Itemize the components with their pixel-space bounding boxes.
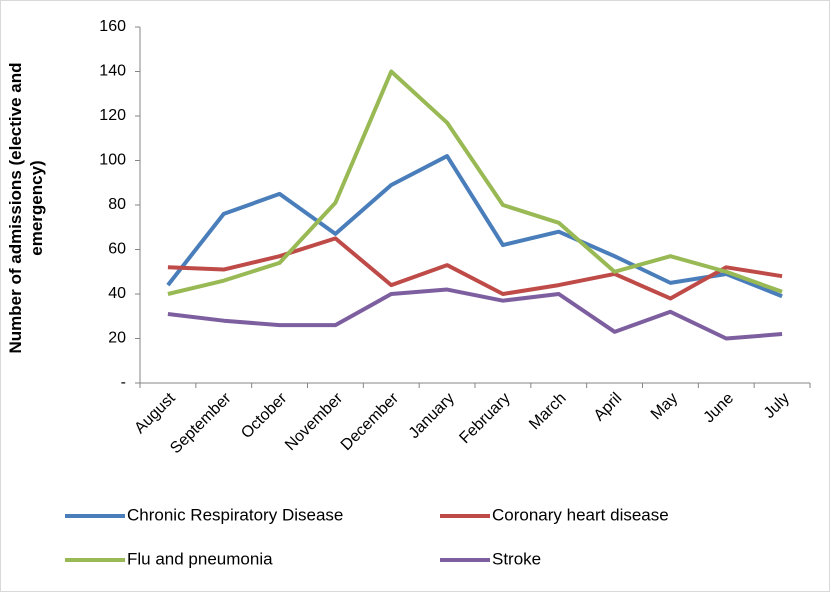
legend-label: Coronary heart disease [492,505,669,524]
y-tick-label: - [121,374,126,391]
y-tick-label: 120 [99,107,126,124]
series-line [166,154,783,299]
y-axis-label: Number of admissions (elective and emerg… [6,62,46,354]
series-line [167,69,783,296]
y-tick-label: 60 [108,241,126,258]
y-tick-label: 140 [99,63,126,80]
y-tick-label: 160 [99,18,126,35]
y-tick-label: 100 [99,152,126,169]
legend-label: Chronic Respiratory Disease [127,505,343,524]
legend-label: Stroke [492,549,541,568]
y-tick-label: 20 [108,330,126,347]
y-tick-label: 40 [108,285,126,302]
series-line [167,287,783,341]
y-tick-label: 80 [108,196,126,213]
legend-label: Flu and pneumonia [127,549,273,568]
series-line [167,236,783,301]
